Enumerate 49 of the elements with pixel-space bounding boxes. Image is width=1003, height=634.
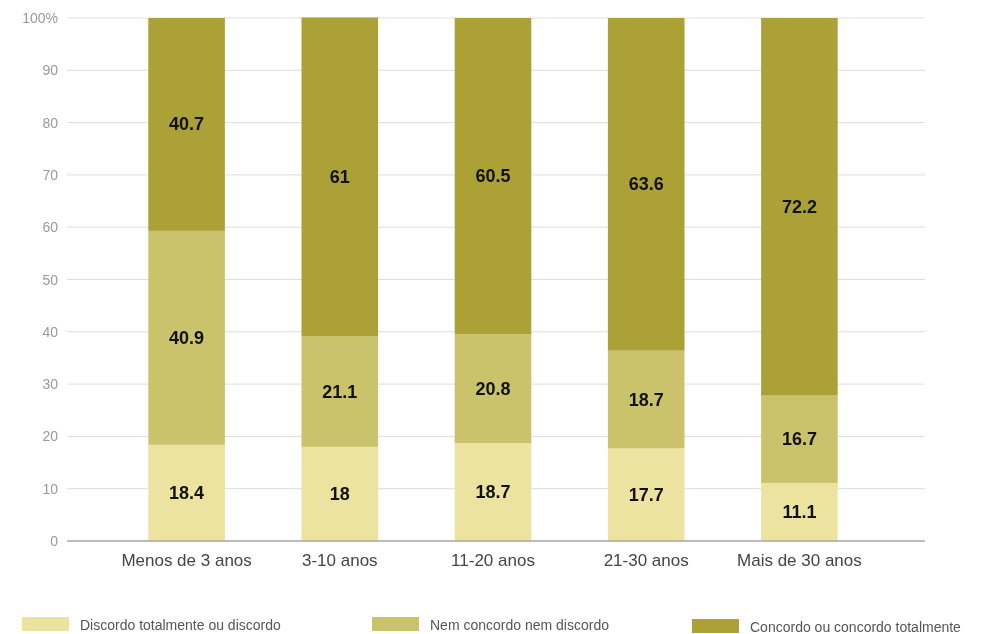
x-tick-label: 3-10 anos (301, 550, 378, 570)
x-tick-label: 21-30 anos (603, 550, 689, 570)
bar (301, 446, 379, 541)
y-tick-label: 20 (42, 428, 59, 445)
data-label: 16.7 (781, 429, 817, 450)
y-tick-label: 50 (42, 271, 59, 288)
bar (607, 448, 685, 541)
data-label: 20.8 (475, 378, 511, 399)
data-label: 21.1 (322, 381, 358, 402)
data-label: 18 (329, 483, 350, 504)
bar (454, 334, 532, 444)
x-tick-label: 11-20 anos (451, 550, 535, 570)
data-label: 18.7 (475, 482, 511, 503)
x-tick-label: Mais de 30 anos (737, 550, 862, 570)
data-label: 17.7 (628, 484, 664, 505)
legend-label: Concordo ou concordo totalmente (750, 619, 962, 634)
bar (761, 482, 838, 541)
bar (761, 395, 838, 483)
data-label: 40.7 (169, 114, 205, 135)
y-tick-label: 40 (42, 323, 59, 340)
data-label: 18.4 (169, 482, 205, 503)
y-tick-label: 0 (50, 533, 59, 549)
y-tick-label: 80 (42, 114, 59, 131)
bar (301, 17, 379, 337)
data-label: 40.9 (169, 327, 205, 348)
legend-label: Nem concordo nem discordo (430, 617, 610, 633)
y-tick-label: 70 (42, 166, 59, 183)
y-tick-label: 10 (42, 480, 59, 497)
x-tick-label: Menos de 3 anos (121, 550, 252, 570)
data-label: 63.6 (628, 174, 664, 195)
bar (454, 443, 532, 541)
data-label: 18.7 (628, 389, 664, 410)
legend-label: Discordo totalmente ou discordo (80, 617, 281, 633)
y-tick-label: 90 (42, 62, 59, 79)
data-label: 60.5 (475, 166, 511, 187)
y-tick-label: 100% (22, 10, 58, 26)
bar (454, 18, 532, 335)
data-label: 72.2 (781, 196, 817, 217)
bar (607, 18, 685, 351)
bar (148, 444, 225, 541)
bar (301, 336, 379, 447)
y-tick-label: 60 (42, 219, 59, 236)
bar (148, 230, 225, 445)
data-label: 61 (329, 166, 350, 187)
bar (761, 18, 838, 396)
bar (148, 18, 225, 231)
bar (607, 350, 685, 449)
y-tick-label: 30 (42, 376, 59, 393)
data-label: 11.1 (782, 501, 817, 522)
